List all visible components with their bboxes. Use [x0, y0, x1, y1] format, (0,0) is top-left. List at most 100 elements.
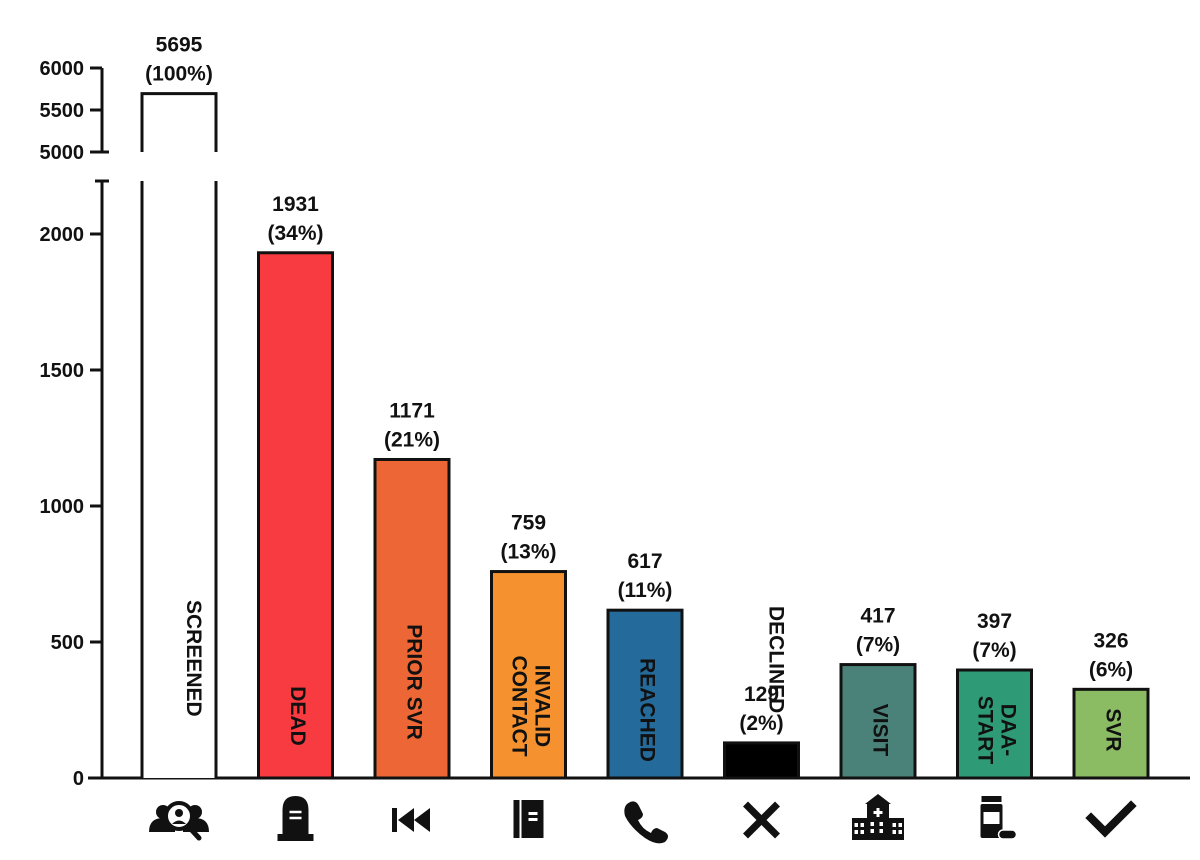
value-label: 1171 — [389, 399, 435, 422]
bar — [839, 663, 917, 780]
bar-category-label: SCREENED — [182, 600, 205, 717]
percent-label: (6%) — [1089, 658, 1133, 681]
window — [860, 830, 864, 834]
percent-label: (11%) — [618, 579, 673, 602]
percent-label: (7%) — [972, 639, 1016, 662]
bar-label-line: DEAD — [286, 686, 309, 746]
rewind-bar — [392, 808, 397, 832]
contact-book-icon — [513, 800, 544, 838]
screening-search-icon — [149, 801, 209, 841]
bar-group-invalid-contact: 759 (13%) INVALIDCONTACT — [490, 512, 567, 780]
x-mark-icon — [743, 801, 780, 839]
y-axis: 0 500 1000 1500 2000 5000 5500 6000 — [40, 58, 109, 790]
window — [879, 822, 883, 826]
window — [898, 830, 902, 834]
phone-icon — [624, 801, 668, 844]
value-label: 617 — [627, 550, 662, 573]
y-tick-label: 2000 — [40, 224, 85, 246]
hospital-roof — [865, 794, 891, 804]
percent-label: (7%) — [856, 634, 900, 657]
bar-group-screened: 5695 (100%) SCREENED — [140, 34, 218, 778]
bar-category-label: DEAD — [286, 686, 309, 746]
percent-label: (100%) — [145, 63, 213, 86]
book-spine — [513, 800, 520, 838]
window — [854, 823, 858, 827]
bar-label-line: DAA- — [997, 704, 1020, 757]
tombstone-stone — [282, 796, 309, 834]
y-tick-label: 5000 — [40, 142, 85, 164]
cross-h — [873, 811, 883, 814]
bar-category-label: REACHED — [636, 658, 659, 762]
value-label: 129 — [744, 683, 779, 706]
pill — [997, 829, 1018, 840]
window — [860, 823, 864, 827]
bar — [257, 251, 334, 780]
rewind-icon — [392, 808, 430, 832]
bar-category-label: INVALIDCONTACT — [508, 655, 554, 756]
bar-label-line: REACHED — [636, 658, 659, 762]
bar-label-line: SVR — [1102, 708, 1125, 751]
pill-bottle-icon — [980, 796, 1018, 840]
y-tick-label: 1500 — [40, 360, 85, 382]
check-mark-icon — [1085, 800, 1137, 838]
bar-group-dead: 1931 (34%) DEAD — [257, 193, 334, 780]
bar-label-line: PRIOR SVR — [403, 624, 426, 740]
y-tick-label: 6000 — [40, 58, 85, 80]
value-label: 397 — [977, 610, 1012, 633]
percent-label: (2%) — [739, 712, 783, 735]
bar-group-daa-start: 397 (7%) DAA-START — [956, 610, 1033, 780]
bar-upper-segment — [140, 92, 218, 152]
bottle-label — [983, 812, 1000, 824]
window — [870, 822, 874, 826]
bar-group-visit: 417 (7%) VISIT — [839, 605, 917, 780]
bar — [956, 668, 1033, 780]
value-label: 5695 — [156, 34, 203, 57]
bar-group-declined: 129 (2%)DECLINED — [723, 606, 800, 780]
magnifier-handle — [185, 823, 202, 841]
bar — [373, 457, 451, 780]
bar-category-label: DAA-START — [974, 696, 1020, 765]
window — [870, 829, 874, 833]
bar — [723, 741, 800, 780]
x-stroke-2 — [743, 801, 780, 839]
bottle-cap — [981, 796, 1002, 802]
bar-category-label: DECLINED — [765, 606, 788, 713]
tombstone-base — [277, 834, 314, 841]
rewind-arrow-2 — [414, 808, 430, 832]
value-label: 1931 — [272, 193, 319, 216]
value-label: 417 — [860, 605, 895, 628]
bar — [490, 570, 567, 780]
y-tick-label: 0 — [73, 768, 84, 790]
window — [892, 823, 896, 827]
percent-label: (13%) — [500, 541, 556, 564]
percent-label: (21%) — [384, 428, 440, 451]
bar-group-reached: 617 (11%) REACHED — [606, 550, 684, 780]
bar-label-line: VISIT — [869, 704, 892, 757]
value-label: 759 — [511, 512, 546, 535]
window — [879, 829, 883, 833]
check-stroke — [1085, 800, 1137, 838]
window — [892, 830, 896, 834]
person-center-body — [172, 820, 186, 824]
bar-group-prior-svr: 1171 (21%) PRIOR SVR — [373, 399, 451, 780]
bar-group-svr: 326 (6%) SVR — [1072, 629, 1150, 780]
hospital-icon — [852, 794, 904, 840]
book-label-1 — [528, 812, 538, 815]
y-tick-label: 5500 — [40, 100, 85, 122]
window — [854, 830, 858, 834]
bar-category-label: SVR — [1102, 708, 1125, 751]
rewind-arrow-1 — [398, 808, 414, 832]
phone-handset — [624, 801, 668, 844]
tombstone-icon — [277, 796, 314, 841]
bar-label-line: SCREENED — [182, 600, 205, 717]
person-center-head — [175, 809, 183, 817]
bar — [142, 181, 216, 778]
bar-label-line: CONTACT — [508, 655, 531, 756]
value-label: 326 — [1093, 629, 1128, 652]
bar — [1072, 687, 1150, 780]
percent-label: (34%) — [267, 222, 323, 245]
bar-category-label: VISIT — [869, 704, 892, 757]
y-tick-label: 1000 — [40, 496, 85, 518]
